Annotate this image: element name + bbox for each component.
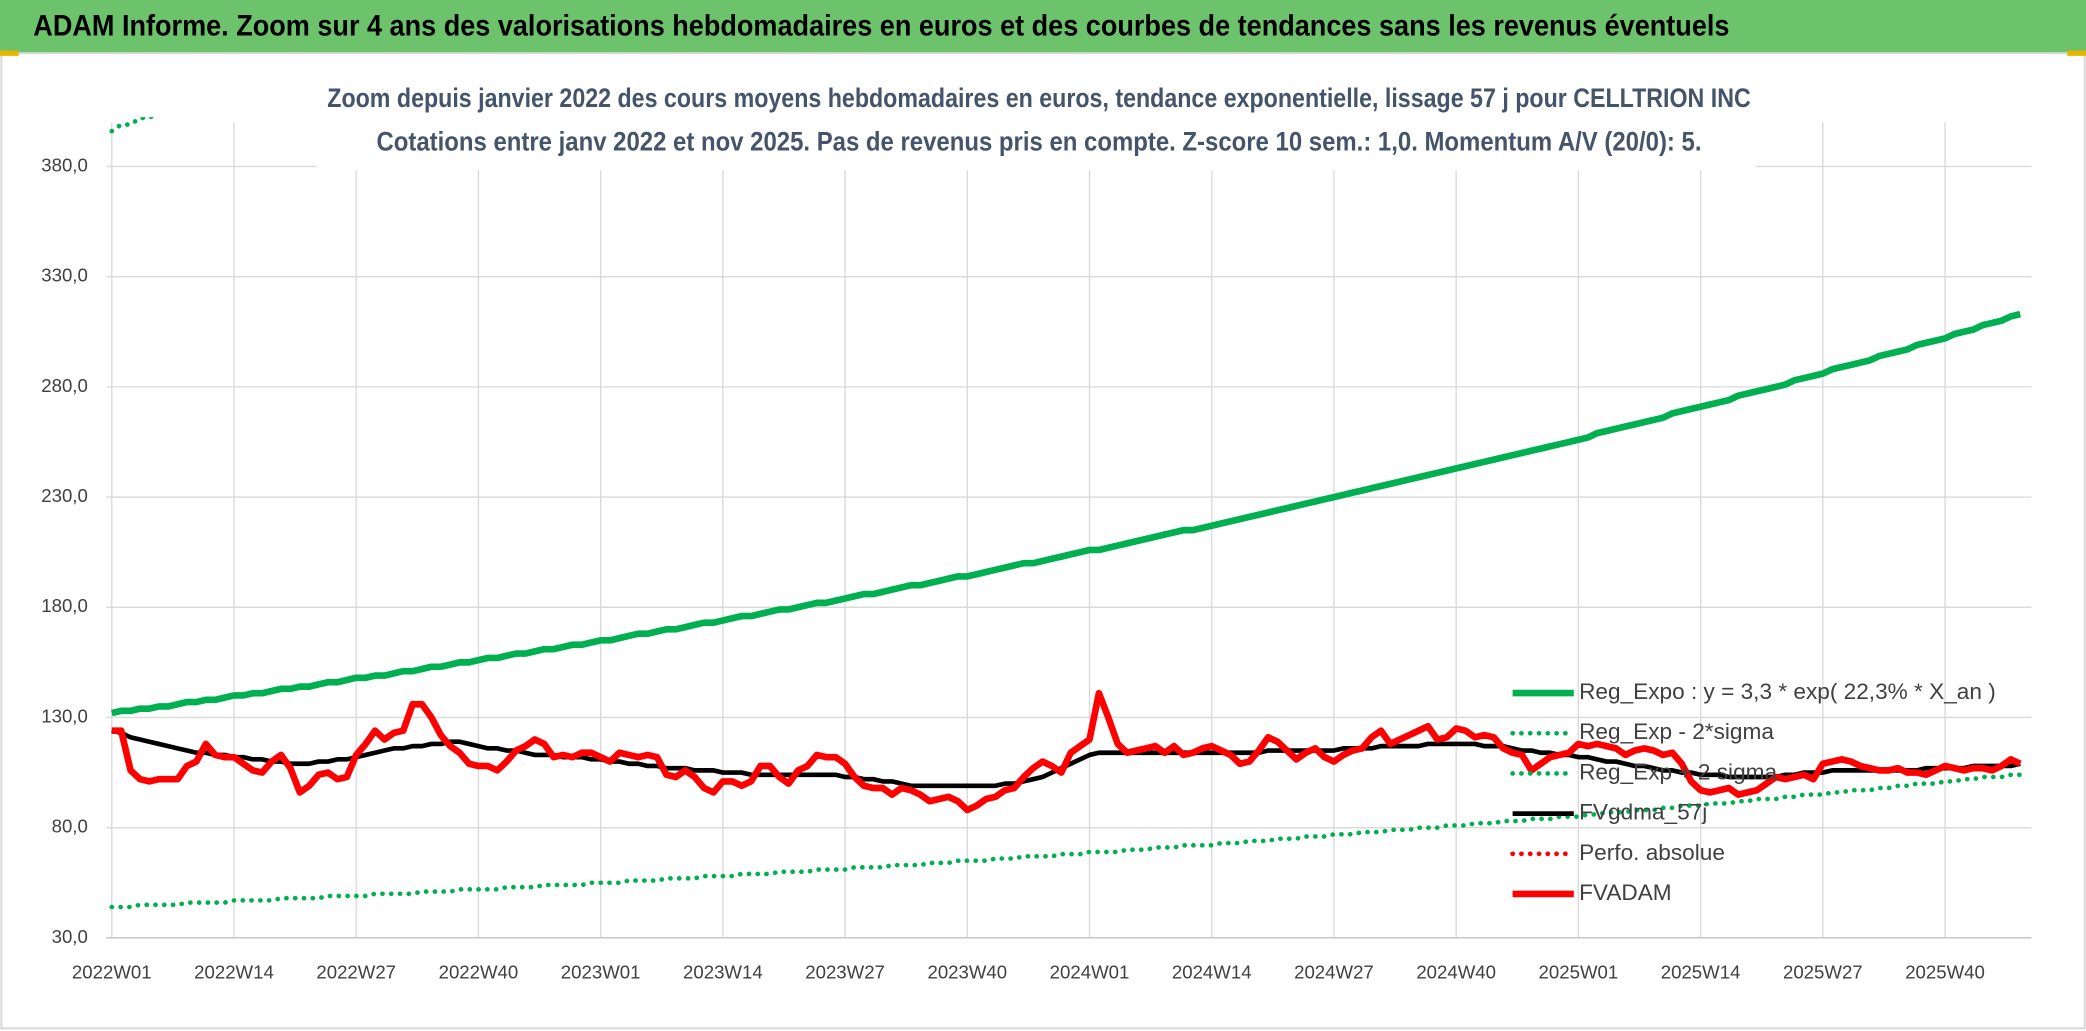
x-tick-label: 2023W40 bbox=[927, 962, 1007, 983]
x-tick-label: 2023W27 bbox=[805, 962, 885, 983]
y-tick-label: 280,0 bbox=[41, 375, 88, 396]
chart-subtitle: Cotations entre janv 2022 et nov 2025. P… bbox=[377, 127, 1702, 157]
x-tick-label: 2023W14 bbox=[683, 962, 763, 983]
x-tick-label: 2024W01 bbox=[1050, 962, 1130, 983]
chart-title: Zoom depuis janvier 2022 des cours moyen… bbox=[327, 83, 1750, 113]
x-tick-label: 2023W01 bbox=[561, 962, 641, 983]
legend-label: FVgdma_57j bbox=[1579, 800, 1707, 825]
x-tick-label: 2024W27 bbox=[1294, 962, 1374, 983]
plot-area: 30,0 80,0 130,0 180,0 230,0 280,0 330,0 380,0 20… bbox=[41, 117, 2032, 983]
x-tick-label: 2022W27 bbox=[316, 962, 396, 983]
series-line bbox=[111, 689, 2022, 814]
x-tick-label: 2022W40 bbox=[439, 962, 519, 983]
x-tick-label: 2024W14 bbox=[1172, 962, 1252, 983]
x-tick-label: 2025W27 bbox=[1783, 962, 1863, 983]
chart-border bbox=[0, 52, 2086, 1030]
corner bbox=[0, 50, 19, 56]
y-tick-label: 180,0 bbox=[41, 595, 88, 616]
legend: Reg_Expo : y = 3,3 * exp( 22,3% * X_an )… bbox=[1510, 679, 1996, 905]
y-tick-label: 30,0 bbox=[52, 926, 88, 947]
legend-label: Reg_Exp - 2*sigma bbox=[1579, 719, 1774, 744]
x-tick-label: 2022W01 bbox=[72, 962, 152, 983]
corner bbox=[2067, 50, 2086, 56]
header-title: ADAM Informe. Zoom sur 4 ans des valoris… bbox=[33, 11, 1729, 43]
x-tick-label: 2025W14 bbox=[1661, 962, 1741, 983]
legend-label: FVADAM bbox=[1579, 880, 1672, 905]
x-tick-label: 2024W40 bbox=[1416, 962, 1496, 983]
x-tick-label: 2022W14 bbox=[194, 962, 274, 983]
x-tick-label: 2025W40 bbox=[1905, 962, 1985, 983]
title-background bbox=[316, 77, 1757, 171]
y-tick-label: 230,0 bbox=[41, 485, 88, 506]
legend-label: Perfo. absolue bbox=[1579, 840, 1725, 865]
legend-label: Reg_Exp + 2 sigma bbox=[1579, 759, 1777, 784]
series-line bbox=[111, 310, 2022, 717]
legend-label: Reg_Expo : y = 3,3 * exp( 22,3% * X_an ) bbox=[1579, 679, 1996, 704]
y-tick-label: 330,0 bbox=[41, 265, 88, 286]
x-tick-label: 2025W01 bbox=[1539, 962, 1619, 983]
y-tick-label: 130,0 bbox=[41, 705, 88, 726]
y-tick-label: 80,0 bbox=[52, 816, 88, 837]
header-bar bbox=[0, 0, 2086, 54]
y-tick-label: 380,0 bbox=[41, 154, 88, 175]
